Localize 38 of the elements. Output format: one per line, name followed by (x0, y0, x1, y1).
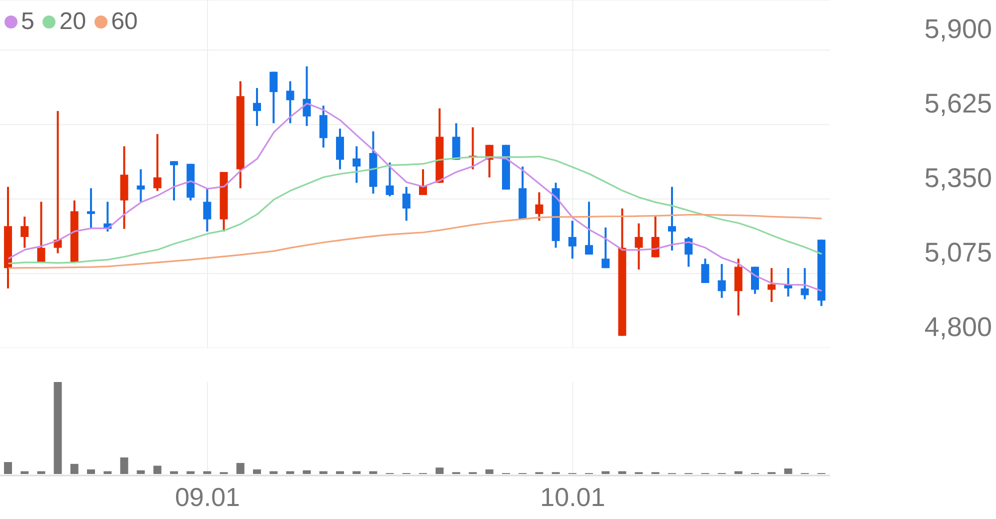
y-tick-label: 5,350 (924, 163, 992, 194)
legend-label: 60 (111, 8, 138, 36)
bar (734, 471, 742, 474)
bar (302, 470, 311, 474)
bar (20, 471, 29, 474)
bar (104, 471, 112, 474)
bar (70, 464, 78, 474)
bar (602, 471, 610, 474)
y-tick-label: 4,800 (924, 312, 992, 342)
x-tick-label: 09.01 (174, 482, 240, 512)
bar (352, 471, 361, 474)
bar (170, 471, 178, 474)
bar (236, 462, 244, 474)
y-tick-label: 5,900 (924, 14, 992, 44)
bar (186, 471, 195, 474)
bar (369, 471, 378, 474)
legend-label: 20 (59, 8, 86, 36)
y-tick-label: 5,075 (924, 238, 992, 268)
bar (120, 457, 128, 474)
bar (784, 468, 792, 474)
bar (87, 469, 95, 474)
bar (618, 471, 626, 474)
bar (319, 471, 328, 474)
legend-label: 5 (21, 8, 34, 36)
bar (136, 470, 145, 474)
bar (4, 462, 12, 474)
bar (253, 469, 261, 474)
bar (286, 471, 294, 474)
bar (37, 471, 46, 474)
bar (485, 469, 494, 474)
bar (153, 466, 162, 474)
bar (270, 471, 278, 474)
bar (203, 471, 212, 474)
y-tick-label: 5,625 (924, 88, 992, 119)
bar (336, 471, 344, 474)
bar (436, 468, 444, 474)
x-tick-label: 10.01 (540, 482, 606, 512)
bar (54, 382, 62, 474)
